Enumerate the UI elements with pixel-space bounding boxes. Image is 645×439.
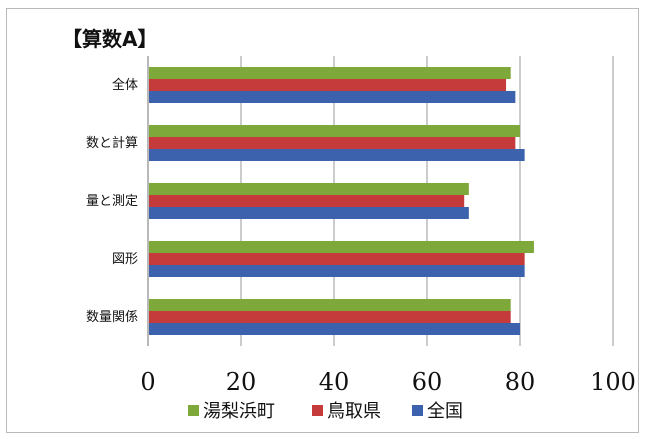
bar	[149, 79, 507, 91]
category-label: 数と計算	[86, 135, 138, 151]
bar	[149, 91, 516, 103]
legend-label: 湯梨浜町	[203, 401, 275, 422]
x-tick-label: 0	[140, 368, 155, 396]
bar	[149, 265, 525, 277]
category-label: 全体	[112, 77, 138, 93]
legend: 湯梨浜町 鳥取県 全国	[188, 401, 463, 422]
legend-swatch	[312, 405, 323, 416]
bar	[149, 207, 469, 219]
bar	[149, 183, 469, 195]
x-tick-label: 100	[590, 368, 636, 396]
x-tick-label: 60	[412, 368, 443, 396]
bar	[149, 323, 520, 335]
bars	[149, 67, 534, 335]
bar	[149, 125, 520, 137]
legend-label: 鳥取県	[327, 401, 381, 422]
bar	[149, 67, 511, 79]
bar	[149, 137, 516, 149]
category-labels: 全体 数と計算 量と測定 図形 数量関係	[86, 77, 138, 325]
legend-label: 全国	[427, 401, 463, 422]
bar	[149, 299, 511, 311]
x-tick-label: 80	[505, 368, 536, 396]
category-label: 図形	[112, 252, 138, 267]
bar	[149, 195, 465, 207]
x-tick-label: 40	[319, 368, 350, 396]
bar	[149, 311, 511, 323]
bar	[149, 149, 525, 161]
bar	[149, 241, 534, 253]
x-tick-label: 20	[226, 368, 257, 396]
legend-swatch	[412, 405, 423, 416]
legend-swatch	[188, 405, 199, 416]
category-label: 数量関係	[86, 310, 138, 325]
category-label: 量と測定	[86, 194, 138, 209]
chart-title: 【算数A】	[62, 27, 157, 51]
x-tick-labels: 0 20 40 60 80 100	[140, 368, 636, 396]
bar	[149, 253, 525, 265]
